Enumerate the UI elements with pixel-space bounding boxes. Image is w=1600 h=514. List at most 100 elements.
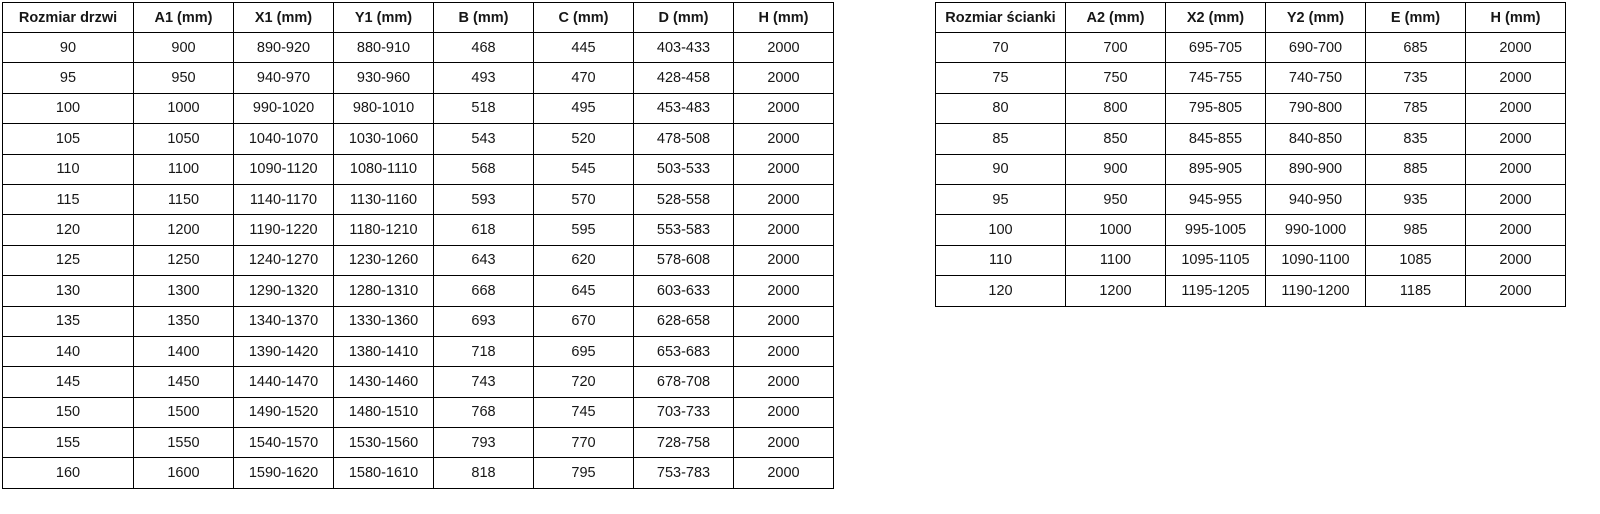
table-row: 110 1100 1095-1105 1090-1100 1085 2000 bbox=[935, 244, 1566, 277]
table-cell: 1040-1070 bbox=[233, 123, 334, 155]
table-row: 130 1300 1290-1320 1280-1310 668 645 603-633 20… bbox=[2, 275, 834, 307]
table-header-row: Rozmiar drzwi A1 (mm) X1 (mm) Y1 (mm) B (mm)… bbox=[2, 2, 834, 33]
table-cell: 1080-1110 bbox=[333, 153, 434, 185]
table-cell: 1290-1320 bbox=[233, 275, 334, 307]
door-sizes-table: Rozmiar drzwi A1 (mm) X1 (mm) Y1 (mm) B (mm)… bbox=[2, 2, 834, 489]
table-row: 120 1200 1195-1205 1190-1200 1185 2000 bbox=[935, 275, 1566, 307]
table-cell: 795-805 bbox=[1165, 92, 1266, 125]
column-header: Y2 (mm) bbox=[1265, 2, 1366, 33]
table-row: 95 950 945-955 940-950 935 2000 bbox=[935, 183, 1566, 216]
table-cell: 1480-1510 bbox=[333, 396, 434, 429]
table-cell: 980-1010 bbox=[333, 92, 434, 125]
table-cell: 768 bbox=[433, 396, 534, 429]
table-cell: 745-755 bbox=[1165, 62, 1266, 94]
table-cell: 720 bbox=[533, 366, 634, 398]
table-cell: 150 bbox=[2, 396, 134, 429]
table-cell: 568 bbox=[433, 153, 534, 185]
table-cell: 120 bbox=[2, 214, 134, 246]
table-cell: 800 bbox=[1065, 92, 1166, 125]
table-cell: 1100 bbox=[133, 153, 234, 185]
table-cell: 70 bbox=[935, 31, 1066, 64]
table-cell: 643 bbox=[433, 244, 534, 277]
table-cell: 1150 bbox=[133, 183, 234, 216]
table-cell: 743 bbox=[433, 366, 534, 398]
table-cell: 1400 bbox=[133, 335, 234, 368]
table-cell: 2000 bbox=[1465, 214, 1566, 246]
table-cell: 2000 bbox=[733, 62, 834, 94]
table-cell: 2000 bbox=[1465, 183, 1566, 216]
table-cell: 110 bbox=[935, 244, 1066, 277]
table-cell: 1350 bbox=[133, 305, 234, 337]
table-cell: 1580-1610 bbox=[333, 457, 434, 489]
table-cell: 950 bbox=[1065, 183, 1166, 216]
table-cell: 528-558 bbox=[633, 183, 734, 216]
table-cell: 990-1000 bbox=[1265, 214, 1366, 246]
table-cell: 445 bbox=[533, 31, 634, 64]
table-cell: 1340-1370 bbox=[233, 305, 334, 337]
table-cell: 1050 bbox=[133, 123, 234, 155]
table-cell: 2000 bbox=[1465, 31, 1566, 64]
table-cell: 1530-1560 bbox=[333, 427, 434, 459]
table-cell: 603-633 bbox=[633, 275, 734, 307]
table-cell: 1250 bbox=[133, 244, 234, 277]
table-cell: 753-783 bbox=[633, 457, 734, 489]
column-header: X1 (mm) bbox=[233, 2, 334, 33]
table-cell: 493 bbox=[433, 62, 534, 94]
table-cell: 793 bbox=[433, 427, 534, 459]
table-cell: 890-920 bbox=[233, 31, 334, 64]
table-cell: 885 bbox=[1365, 153, 1466, 185]
table-cell: 1550 bbox=[133, 427, 234, 459]
table-cell: 95 bbox=[2, 62, 134, 94]
table-cell: 645 bbox=[533, 275, 634, 307]
table-row: 100 1000 990-1020 980-1010 518 495 453-483 2000 bbox=[2, 92, 834, 125]
table-cell: 700 bbox=[1065, 31, 1166, 64]
table-cell: 2000 bbox=[733, 335, 834, 368]
table-cell: 1095-1105 bbox=[1165, 244, 1266, 277]
wall-panel-sizes-table: Rozmiar ścianki A2 (mm) X2 (mm) Y2 (mm) E (m… bbox=[935, 2, 1566, 307]
table-cell: 125 bbox=[2, 244, 134, 277]
column-header: C (mm) bbox=[533, 2, 634, 33]
table-cell: 880-910 bbox=[333, 31, 434, 64]
column-header: H (mm) bbox=[733, 2, 834, 33]
table-cell: 985 bbox=[1365, 214, 1466, 246]
table-cell: 1000 bbox=[133, 92, 234, 125]
table-cell: 105 bbox=[2, 123, 134, 155]
table-cell: 570 bbox=[533, 183, 634, 216]
table-row: 125 1250 1240-1270 1230-1260 643 620 578-608 20… bbox=[2, 244, 834, 277]
table-cell: 740-750 bbox=[1265, 62, 1366, 94]
table-cell: 140 bbox=[2, 335, 134, 368]
table-cell: 685 bbox=[1365, 31, 1466, 64]
table-cell: 593 bbox=[433, 183, 534, 216]
table-cell: 653-683 bbox=[633, 335, 734, 368]
table-cell: 718 bbox=[433, 335, 534, 368]
table-row: 95 950 940-970 930-960 493 470 428-458 2000 bbox=[2, 62, 834, 94]
table-cell: 1500 bbox=[133, 396, 234, 429]
table-cell: 543 bbox=[433, 123, 534, 155]
table-cell: 80 bbox=[935, 92, 1066, 125]
table-cell: 2000 bbox=[733, 366, 834, 398]
table-cell: 2000 bbox=[733, 214, 834, 246]
table-cell: 2000 bbox=[733, 275, 834, 307]
table-cell: 1000 bbox=[1065, 214, 1166, 246]
table-cell: 1440-1470 bbox=[233, 366, 334, 398]
table-cell: 850 bbox=[1065, 123, 1166, 155]
table-cell: 950 bbox=[133, 62, 234, 94]
table-cell: 945-955 bbox=[1165, 183, 1266, 216]
table-cell: 1380-1410 bbox=[333, 335, 434, 368]
table-cell: 1085 bbox=[1365, 244, 1466, 277]
table-cell: 1230-1260 bbox=[333, 244, 434, 277]
table-cell: 770 bbox=[533, 427, 634, 459]
table-row: 115 1150 1140-1170 1130-1160 593 570 528-558 20… bbox=[2, 183, 834, 216]
table-cell: 750 bbox=[1065, 62, 1166, 94]
table-cell: 1240-1270 bbox=[233, 244, 334, 277]
table-cell: 818 bbox=[433, 457, 534, 489]
table-cell: 1200 bbox=[133, 214, 234, 246]
table-cell: 90 bbox=[2, 31, 134, 64]
table-cell: 2000 bbox=[1465, 244, 1566, 277]
table-cell: 2000 bbox=[733, 92, 834, 125]
table-cell: 795 bbox=[533, 457, 634, 489]
column-header: B (mm) bbox=[433, 2, 534, 33]
column-header: A1 (mm) bbox=[133, 2, 234, 33]
table-cell: 2000 bbox=[1465, 275, 1566, 307]
table-cell: 1195-1205 bbox=[1165, 275, 1266, 307]
